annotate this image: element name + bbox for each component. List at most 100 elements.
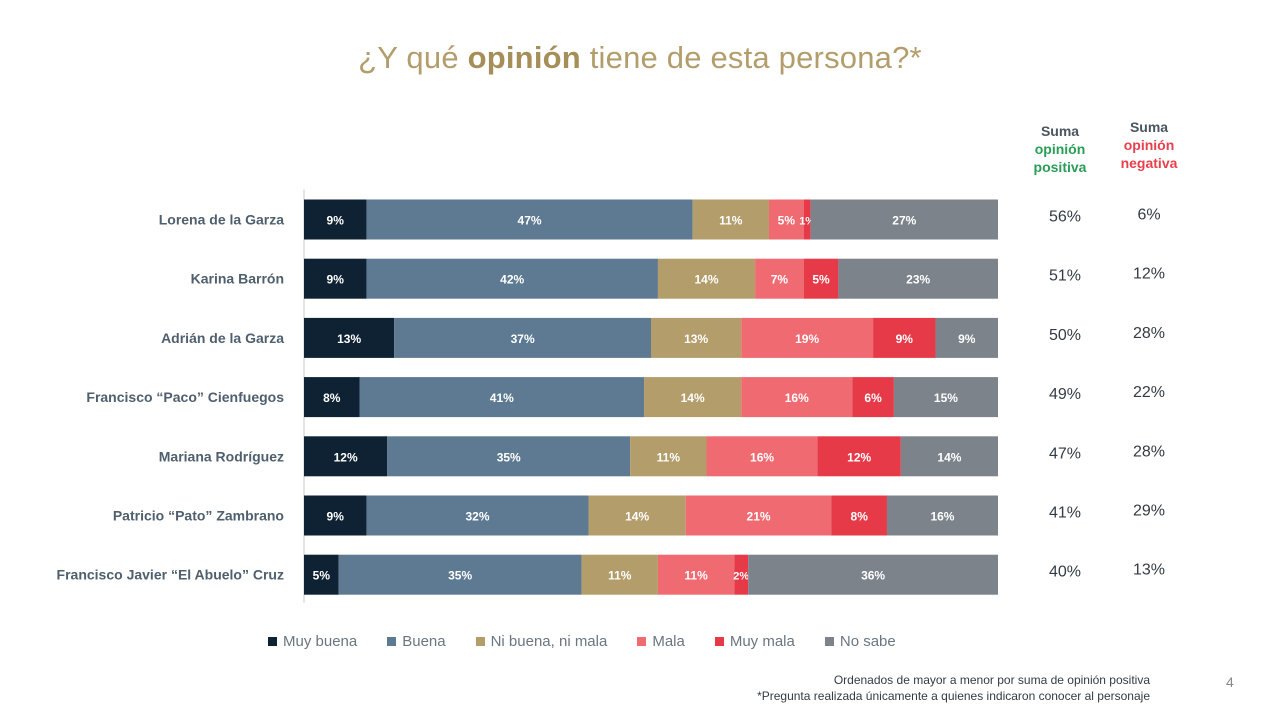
negative-sum-value: 28% — [1133, 443, 1165, 460]
data-label: 14% — [681, 391, 705, 405]
data-label: 21% — [747, 510, 771, 524]
data-label: 7% — [771, 273, 789, 287]
positive-header-line3: positiva — [1033, 159, 1087, 175]
bar-segment — [755, 258, 804, 299]
bar-segment — [685, 495, 832, 536]
data-label: 9% — [327, 214, 345, 228]
legend-item: Muy buena — [268, 633, 357, 650]
data-label: 41% — [490, 391, 514, 405]
bar-segment — [734, 554, 749, 595]
category-label: Mariana Rodríguez — [159, 448, 284, 464]
bar-segment — [803, 199, 811, 240]
data-label: 11% — [719, 214, 743, 228]
bar-segment — [657, 554, 735, 595]
legend-swatch — [268, 636, 277, 646]
bar-segment — [366, 495, 589, 536]
data-label: 5% — [812, 273, 830, 287]
legend-label: Muy buena — [283, 632, 358, 650]
data-label: 9% — [327, 273, 345, 287]
negative-sum-header: Suma opinión negativa — [1104, 118, 1194, 172]
legend-item: Buena — [387, 632, 446, 650]
bar-segment — [304, 258, 367, 299]
positive-sum-value: 50% — [1049, 327, 1081, 344]
data-label: 32% — [465, 510, 489, 524]
data-label: 2% — [733, 571, 749, 583]
bar-segment — [852, 377, 894, 418]
legend-label: Ni buena, ni mala — [490, 632, 608, 650]
data-label: 9% — [958, 332, 976, 346]
bar-segment — [359, 377, 645, 418]
positive-sum-header: Suma opinión positiva — [1015, 122, 1105, 176]
data-label: 42% — [500, 273, 524, 287]
legend-label: Buena — [402, 632, 446, 650]
data-label: 14% — [937, 450, 961, 464]
data-label: 16% — [750, 450, 774, 464]
legend-swatch — [387, 636, 397, 646]
category-label: Francisco Javier “El Abuelo” Cruz — [57, 567, 284, 583]
bar-segment — [304, 495, 367, 536]
data-label: 36% — [861, 569, 885, 583]
data-label: 35% — [448, 569, 472, 583]
bar-segment — [817, 436, 901, 477]
bar-segment — [810, 199, 998, 240]
negative-sum-value: 22% — [1133, 384, 1165, 401]
bar-segment — [741, 317, 874, 358]
negative-sum-value: 13% — [1133, 562, 1165, 579]
positive-header-line2: opinión — [1034, 141, 1086, 157]
legend-item: Muy mala — [714, 632, 795, 650]
legend-swatch — [475, 636, 485, 646]
bar-segment — [748, 554, 998, 595]
legend-item: Ni buena, ni mala — [475, 632, 608, 650]
data-label: 11% — [657, 450, 681, 464]
negative-header-line3: negativa — [1120, 155, 1178, 171]
data-label: 23% — [906, 273, 930, 287]
title-prefix: ¿Y qué — [358, 40, 459, 75]
bar-segment — [338, 554, 582, 595]
bar-segment — [831, 495, 887, 536]
page-number: 4 — [1226, 674, 1234, 690]
bar-segment — [935, 317, 998, 358]
negative-sum-value: 12% — [1133, 266, 1165, 283]
bar-segment — [588, 495, 686, 536]
category-label: Francisco “Paco” Cienfuegos — [86, 389, 284, 405]
legend-swatch — [637, 636, 647, 646]
bar-segment — [644, 377, 742, 418]
bar-segment — [768, 199, 804, 240]
data-label: 13% — [337, 332, 361, 346]
data-label: 8% — [323, 391, 341, 405]
legend-item: No sabe — [824, 632, 896, 650]
legend-label: Mala — [652, 632, 685, 650]
data-label: 19% — [795, 332, 819, 346]
positive-sum-value: 40% — [1049, 564, 1081, 581]
legend-label: Muy mala — [729, 632, 795, 650]
data-label: 11% — [608, 569, 632, 583]
data-label: 5% — [778, 214, 796, 228]
footnote-line1: Ordenados de mayor a menor por suma de o… — [833, 673, 1150, 687]
data-label: 27% — [892, 214, 916, 228]
bar-segment — [304, 377, 360, 418]
bar-segment — [893, 377, 998, 418]
legend-swatch — [714, 636, 724, 646]
bar-segment — [886, 495, 998, 536]
data-label: 13% — [684, 332, 708, 346]
positive-header-line1: Suma — [1040, 123, 1080, 139]
bar-segment — [706, 436, 818, 477]
bar-segment — [900, 436, 998, 477]
bar-segment — [387, 436, 631, 477]
data-label: 5% — [313, 569, 331, 583]
data-label: 12% — [847, 450, 871, 464]
category-label: Karina Barrón — [191, 271, 284, 287]
data-label: 9% — [896, 332, 914, 346]
bar-segment — [366, 258, 658, 299]
title-suffix: tiene de esta persona?* — [589, 40, 922, 75]
bar-segment — [873, 317, 936, 358]
data-label: 11% — [684, 569, 708, 583]
footnote: Ordenados de mayor a menor por suma de o… — [757, 672, 1150, 704]
legend-label: No sabe — [839, 632, 896, 650]
bar-segment — [304, 554, 339, 595]
bar-segment — [630, 436, 707, 477]
bar-segment — [394, 317, 651, 358]
data-label: 14% — [695, 273, 719, 287]
data-label: 37% — [511, 332, 535, 346]
